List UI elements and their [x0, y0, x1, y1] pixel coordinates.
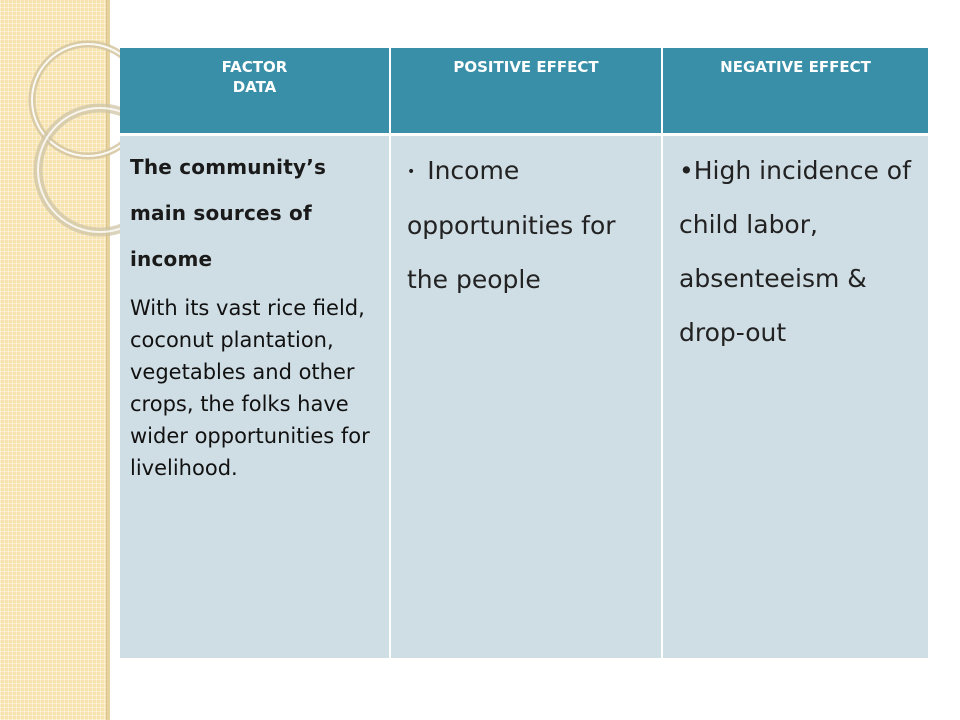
- positive-effect-cell: • Income opportunities for the people: [390, 134, 663, 658]
- bullet-icon: •: [407, 164, 416, 180]
- header-negative-effect: NEGATIVE EFFECT: [662, 48, 928, 136]
- negative-effect-text: High incidence of child labor, absenteei…: [679, 156, 911, 347]
- negative-effect-cell: •High incidence of child labor, absentee…: [662, 134, 928, 658]
- decorative-side-strip: [0, 0, 110, 720]
- effects-table: FACTOR DATA POSITIVE EFFECT NEGATIVE EFF…: [120, 48, 928, 658]
- factor-title: The community’s main sources of income: [130, 155, 327, 271]
- factor-description: With its vast rice field, coconut planta…: [130, 296, 370, 480]
- header-data-label: DATA: [232, 77, 277, 96]
- table-header-row: FACTOR DATA POSITIVE EFFECT NEGATIVE EFF…: [120, 48, 928, 136]
- positive-effect-text: Income opportunities for the people: [407, 156, 616, 294]
- header-factor-data: FACTOR DATA: [120, 48, 391, 136]
- header-positive-effect: POSITIVE EFFECT: [390, 48, 663, 136]
- table-row: The community’s main sources of income W…: [120, 134, 928, 658]
- side-strip-edge: [107, 0, 110, 720]
- header-factor-label: FACTOR: [221, 58, 288, 76]
- effects-table-container: FACTOR DATA POSITIVE EFFECT NEGATIVE EFF…: [120, 48, 928, 658]
- bullet-icon: •: [679, 156, 694, 185]
- negative-effect-item: •High incidence of child labor, absentee…: [673, 144, 920, 360]
- positive-effect-item: • Income opportunities for the people: [401, 144, 653, 307]
- factor-cell: The community’s main sources of income W…: [120, 134, 391, 658]
